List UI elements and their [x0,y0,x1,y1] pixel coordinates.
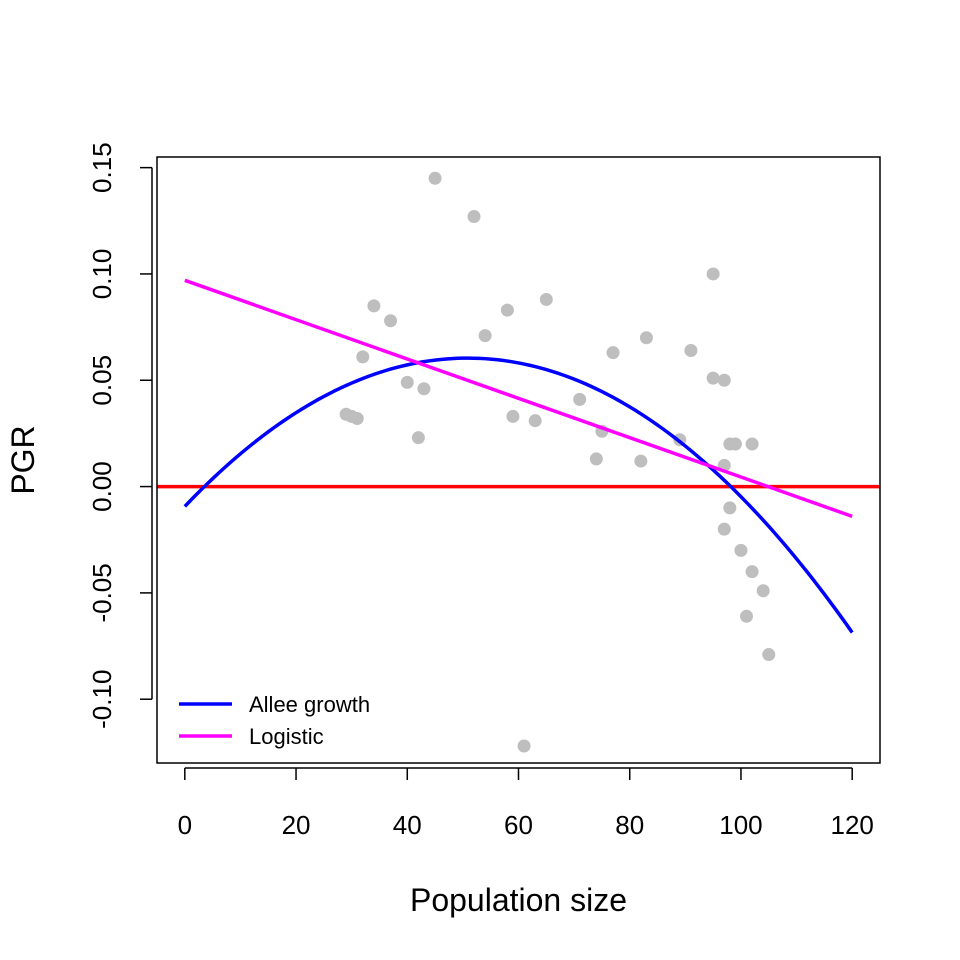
x-tick-label: 40 [393,810,422,840]
x-tick-label: 60 [504,810,533,840]
data-point [573,392,587,406]
data-point [528,414,542,428]
data-point [356,350,370,364]
data-point [517,739,531,753]
x-axis-title: Population size [410,882,627,918]
data-point [717,373,731,387]
series-lines [183,278,854,634]
data-point [467,210,481,224]
data-point [506,409,520,423]
y-tick-label: 0.15 [87,142,117,193]
data-point [411,431,425,445]
x-tick-label: 120 [830,810,873,840]
y-tick-label: -0.10 [87,670,117,729]
data-point [589,452,603,466]
data-point [478,329,492,343]
data-point [539,292,553,306]
x-tick-label: 80 [615,810,644,840]
scatter-points [339,171,776,753]
y-tick-label: 0.00 [87,461,117,512]
data-point [400,375,414,389]
x-tick-label: 20 [282,810,311,840]
legend-label: Logistic [249,724,324,749]
legend-label: Allee growth [249,692,370,717]
data-point [723,501,737,515]
data-point [684,343,698,357]
y-tick-label: 0.10 [87,249,117,300]
data-point [706,371,720,385]
x-tick-label: 100 [719,810,762,840]
legend: Allee growth Logistic [179,692,370,749]
plot-frame [156,156,881,764]
data-point [417,382,431,396]
data-point [350,412,364,426]
series-line-allee-growth [183,356,854,634]
data-point [706,267,720,281]
data-point [756,584,770,598]
data-point [734,543,748,557]
data-point [762,648,776,662]
data-point [740,609,754,623]
y-tick-label: 0.05 [87,355,117,406]
data-point [606,346,620,360]
data-point [384,314,398,328]
series-line-logistic [184,278,853,518]
x-tick-label: 0 [178,810,192,840]
y-axis: -0.10 -0.05 0.00 0.05 0.10 0.15 [87,142,153,729]
data-point [728,437,742,451]
data-point [745,565,759,579]
x-axis: 0 20 40 60 80 100 120 [178,767,874,840]
data-point [634,454,648,468]
data-point [428,171,442,185]
data-point [717,522,731,536]
data-point [500,303,514,317]
data-point [367,299,381,313]
y-axis-title: PGR [5,425,41,494]
data-point [745,437,759,451]
data-point [639,331,653,345]
y-tick-label: -0.05 [87,563,117,622]
